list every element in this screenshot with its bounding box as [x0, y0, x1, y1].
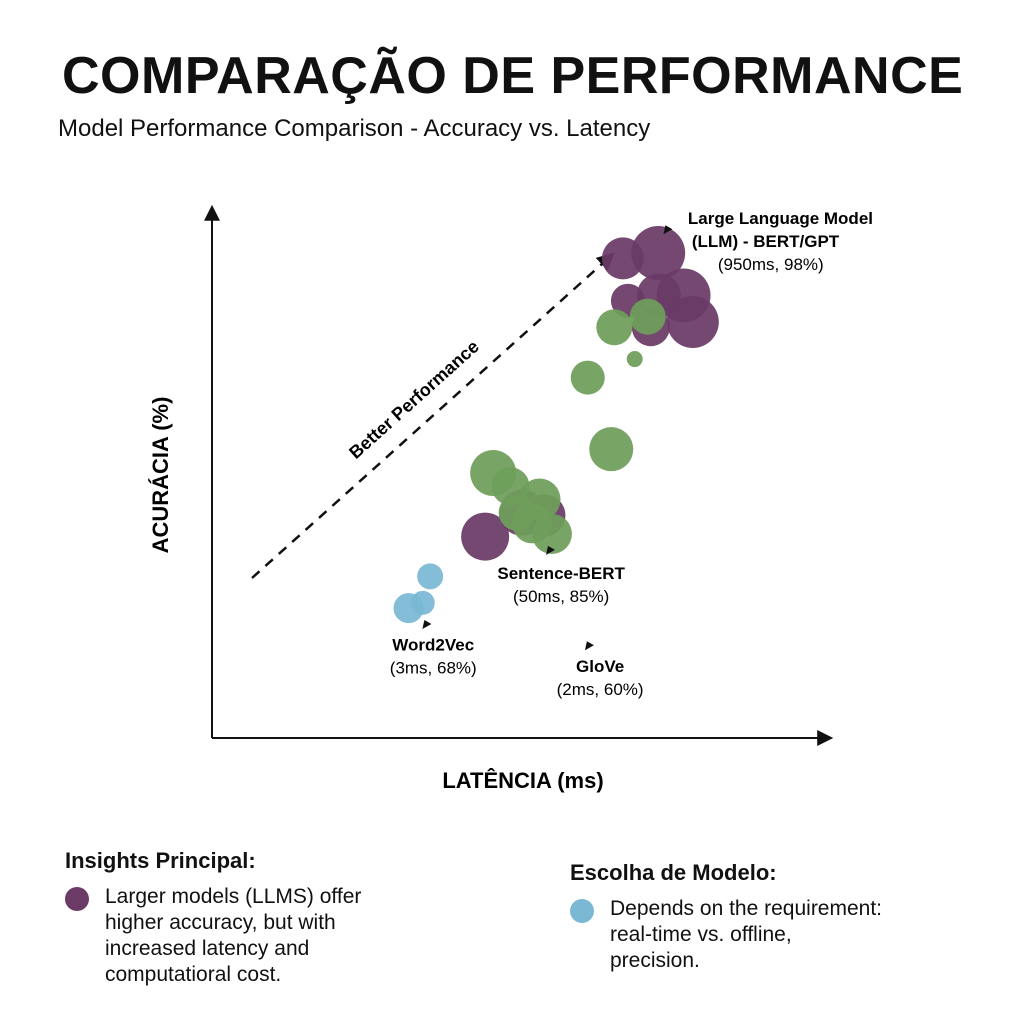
- x-axis-label: LATÊNCIA (ms): [442, 768, 603, 793]
- data-points: [393, 226, 719, 624]
- y-axis-label: ACURÁCIA (%): [148, 397, 173, 554]
- point-sentence-2: [626, 351, 643, 368]
- trend-arrow: [251, 252, 615, 579]
- annotation-sentence-bert: Sentence-BERT (50ms, 85%): [497, 564, 625, 606]
- insight-principal-title: Insights Principal:: [65, 848, 256, 873]
- page-subtitle: Model Performance Comparison - Accuracy …: [58, 115, 651, 142]
- pointer-llm: [663, 225, 673, 235]
- point-word-0: [417, 563, 444, 590]
- point-llm-5: [666, 295, 719, 348]
- blue-dot-icon: [570, 899, 594, 923]
- point-sentence-10: [531, 513, 572, 554]
- pointer-word2vec: [422, 620, 432, 630]
- scatter-chart: Better Performance LATÊNCIA (ms) ACURÁCI…: [148, 204, 873, 793]
- point-sentence-1: [596, 309, 633, 346]
- annotation-glove: GloVe (2ms, 60%): [557, 657, 644, 699]
- annotations: Large Language Model (LLM) - BERT/GPT (950…: [390, 209, 873, 699]
- point-word-2: [393, 593, 424, 624]
- point-llm-1: [631, 226, 686, 281]
- escolha-de-modelo-text: Depends on the requirement: real-time vs…: [610, 897, 883, 972]
- annotation-llm: Large Language Model (LLM) - BERT/GPT (950…: [688, 209, 873, 274]
- trend-label: Better Performance: [345, 336, 483, 462]
- page-title: COMPARAÇÃO DE PERFORMANCE: [62, 47, 964, 105]
- point-sentence-0: [629, 298, 666, 335]
- pointer-glove: [584, 641, 594, 651]
- annotation-word2vec: Word2Vec (3ms, 68%): [390, 636, 477, 678]
- escolha-de-modelo-title: Escolha de Modelo:: [570, 860, 777, 885]
- purple-dot-icon: [65, 887, 89, 911]
- insight-principal: Insights Principal: Larger models (LLMS)…: [65, 848, 425, 988]
- pointer-sentence-bert: [545, 545, 555, 555]
- point-sentence-4: [589, 427, 634, 472]
- point-llm-7: [461, 512, 510, 561]
- escolha-de-modelo: Escolha de Modelo: Depends on the requir…: [570, 860, 930, 974]
- point-sentence-3: [570, 360, 605, 395]
- insight-principal-text: Larger models (LLMS) offer higher accura…: [105, 885, 362, 986]
